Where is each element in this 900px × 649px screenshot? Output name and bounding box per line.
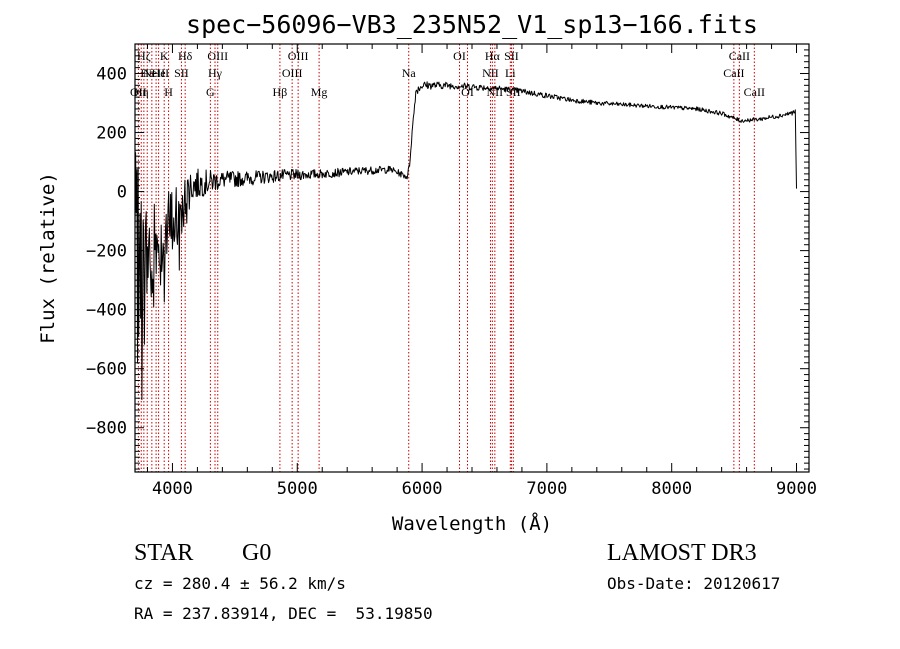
- line-label: H: [164, 85, 173, 99]
- line-label: CaII: [729, 49, 750, 63]
- line-label: OIII: [288, 49, 309, 63]
- x-tick-label: 5000: [277, 479, 318, 499]
- spectrum-layer: [134, 81, 797, 401]
- line-label: CaII: [723, 66, 744, 80]
- y-tick-label: 0: [117, 183, 127, 203]
- line-label: SII: [174, 66, 189, 80]
- line-label: He: [152, 66, 166, 80]
- line-label: CaII: [744, 85, 765, 99]
- line-label: SII: [504, 49, 519, 63]
- x-axis-label: Wavelength (Å): [392, 512, 552, 535]
- line-label: Hγ: [208, 66, 223, 80]
- line-label: NeIII: [143, 66, 169, 80]
- line-label: Na: [402, 66, 417, 80]
- axis-ticks: [135, 43, 809, 472]
- y-tick-label: 400: [96, 65, 127, 85]
- object-class: STAR: [134, 540, 194, 566]
- spectrum-line: [134, 81, 797, 401]
- emission-line-labels: OIIHηHζHεNeIIIHeKHSIIHδGHγOIIIHβOIIIOIII…: [130, 49, 765, 99]
- object-subclass: G0: [242, 540, 272, 566]
- line-label: Hα: [485, 49, 501, 63]
- y-tick-label: −400: [86, 301, 127, 321]
- line-label: OI: [461, 85, 474, 99]
- y-tick-label: −800: [86, 419, 127, 439]
- x-tick-label: 9000: [776, 479, 817, 499]
- line-label: NII: [487, 85, 504, 99]
- line-label: OIII: [282, 66, 303, 80]
- x-tick-label: 6000: [402, 479, 443, 499]
- line-label: Mg: [311, 85, 328, 99]
- line-label: G: [206, 85, 215, 99]
- plot-frame: [134, 43, 810, 473]
- line-label: OIII: [207, 49, 228, 63]
- x-tick-label: 8000: [651, 479, 692, 499]
- y-tick-label: −200: [86, 242, 127, 262]
- y-axis-label: Flux (relative): [37, 172, 59, 344]
- emission-line-markers: [137, 44, 755, 472]
- line-label: NII: [482, 66, 499, 80]
- line-label: SII: [506, 85, 521, 99]
- survey-name: LAMOST DR3: [607, 540, 757, 566]
- y-tick-label: −600: [86, 360, 127, 380]
- line-label: OI: [453, 49, 466, 63]
- line-label: Li: [505, 66, 516, 80]
- y-tick-label: 200: [96, 124, 127, 144]
- line-label: Hε: [140, 66, 154, 80]
- redshift-text: cz = 280.4 ± 56.2 km/s: [134, 574, 346, 593]
- line-label: Hδ: [178, 49, 193, 63]
- obs-date-text: Obs-Date: 20120617: [607, 574, 781, 593]
- line-label: Hη: [134, 85, 149, 99]
- x-tick-label: 7000: [526, 479, 567, 499]
- x-tick-label: 4000: [152, 479, 193, 499]
- chart-title: spec−56096−VB3_235N52_V1_sp13−166.fits: [186, 10, 758, 39]
- line-label: Hβ: [273, 85, 288, 99]
- line-label: Hζ: [137, 49, 151, 63]
- tick-labels: 4000 5000 6000 7000 8000 9000 400 200 0 −200 −400 −…: [86, 65, 817, 499]
- coordinates-text: RA = 237.83914, DEC = 53.19850: [134, 604, 433, 623]
- line-label: K: [160, 49, 169, 63]
- line-label: OII: [130, 85, 147, 99]
